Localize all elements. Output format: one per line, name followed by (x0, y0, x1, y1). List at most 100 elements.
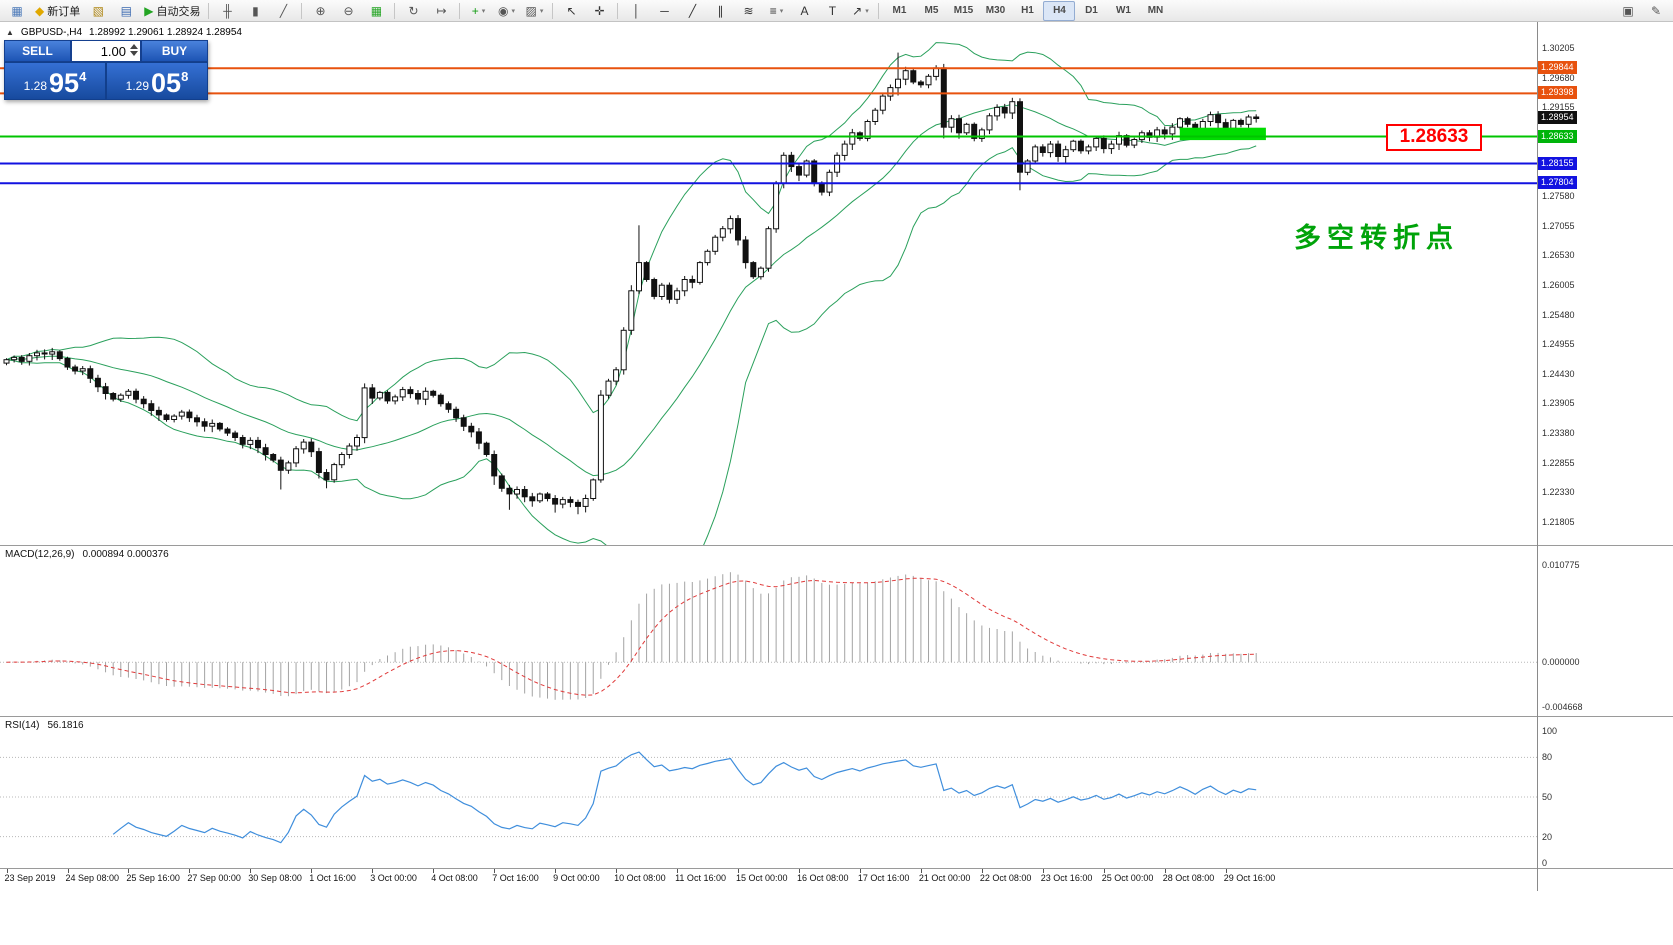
volume-up-icon[interactable] (130, 44, 138, 49)
rsi-pane[interactable] (0, 717, 1673, 868)
autotrading-icon: ▶ (144, 3, 154, 18)
chart-header: ▲ GBPUSD-,H4 1.28992 1.29061 1.28924 1.2… (6, 27, 242, 38)
zoom-out-icon: ⊖ (343, 3, 354, 18)
new-chart-button[interactable]: ▦ (3, 1, 31, 21)
macd-title: MACD(12,26,9) (5, 549, 75, 560)
toolbar-separator (394, 2, 396, 19)
timeframe-h1-button-label: H1 (1021, 5, 1034, 16)
arrows-button[interactable]: ↗ ▾ (846, 1, 874, 21)
timeframe-w1-button[interactable]: W1 (1107, 1, 1139, 21)
main-chart-pane[interactable] (0, 22, 1673, 609)
indicators-button[interactable]: + ▾ (464, 1, 492, 21)
one-click-collapse-icon[interactable]: ▲ (6, 28, 14, 37)
volume-value: 1.00 (100, 43, 126, 59)
text-button[interactable]: A (790, 1, 818, 21)
timeframe-h1-button[interactable]: H1 (1011, 1, 1043, 21)
tile-windows-icon: ▦ (370, 3, 383, 18)
rsi-title: RSI(14) (5, 720, 40, 731)
fibonacci-button[interactable]: ≋ (734, 1, 762, 21)
timeframe-w1-button-label: W1 (1115, 5, 1131, 16)
chevron-down-icon: ▾ (865, 7, 869, 15)
timeframe-m30-button[interactable]: M30 (979, 1, 1011, 21)
auto-scroll-button[interactable]: ↻ (399, 1, 427, 21)
one-click-trading-panel: SELL 1.00 BUY 1.28 95 4 1.29 05 8 (4, 40, 208, 100)
timeframe-m5-button[interactable]: M5 (915, 1, 947, 21)
chart-window-icon: ▣ (1622, 3, 1634, 18)
pane-separator[interactable] (0, 545, 1673, 546)
buy-button[interactable]: BUY (141, 40, 208, 62)
timeframe-mn-button[interactable]: MN (1139, 1, 1171, 21)
horizontal-line-icon: ─ (660, 3, 669, 18)
pane-separator[interactable] (0, 716, 1673, 717)
periods-icon: ◉ (497, 3, 509, 18)
chart-profiles-button[interactable]: ▧ (84, 1, 112, 21)
line-chart-button[interactable]: ╱ (269, 1, 297, 21)
rsi-canvas (0, 751, 1537, 844)
trendline-button[interactable]: ╱ (678, 1, 706, 21)
buy-price-button[interactable]: 1.29 05 8 (106, 62, 208, 100)
timeframe-d1-button[interactable]: D1 (1075, 1, 1107, 21)
chart-shift-button[interactable]: ↦ (427, 1, 455, 21)
chevron-down-icon: ▾ (511, 7, 515, 15)
price-axis[interactable] (1537, 22, 1673, 868)
shapes-button[interactable]: ≡ ▾ (762, 1, 790, 21)
horizontal-line-button[interactable]: ─ (650, 1, 678, 21)
trendline-icon: ╱ (688, 3, 697, 18)
autotrading-button[interactable]: ▶ 自动交易 (140, 1, 204, 21)
zoom-in-button[interactable]: ⊕ (306, 1, 334, 21)
periods-button[interactable]: ◉ ▾ (492, 1, 520, 21)
line-chart-icon: ╱ (279, 3, 288, 18)
price-axis-border (1537, 22, 1538, 891)
new-order-icon: ◆ (35, 3, 45, 18)
toolbar: ▦ ◆ 新订单 ▧ ▤ ▶ 自动交易 ╫ ▮ ╱ ⊕ ⊖ ▦ ↻ ↦ + ▾ ◉ ▾ ▨ ▾ ↖ ✛ │ ─ ╱ ∥ ≋ ≡ ▾ A T ↗ ▾ M… (0, 0, 1673, 22)
volume-down-icon[interactable] (130, 51, 138, 56)
toolbar-right: ▣ ✎ (1614, 1, 1670, 21)
price-level-label: 1.28633 (1386, 123, 1482, 151)
time-axis[interactable] (0, 869, 1537, 891)
symbol-title: GBPUSD-,H4 (20, 27, 83, 38)
timeframe-mn-button-label: MN (1147, 5, 1164, 16)
arrows-icon: ↗ (852, 3, 863, 18)
fibonacci-icon: ≋ (743, 3, 754, 18)
quick-edit-icon: ✎ (1650, 3, 1662, 18)
vertical-line-icon: │ (632, 3, 641, 18)
new-order-button-label: 新订单 (47, 5, 81, 18)
market-watch-button[interactable]: ▤ (112, 1, 140, 21)
new-order-button[interactable]: ◆ 新订单 (31, 1, 84, 21)
candlestick-chart-button[interactable]: ▮ (241, 1, 269, 21)
sell-price-pip: 4 (79, 69, 87, 84)
crosshair-icon: ✛ (594, 3, 605, 18)
chevron-down-icon: ▾ (779, 7, 784, 15)
bar-chart-button[interactable]: ╫ (213, 1, 241, 21)
buy-price-pip: 8 (181, 69, 189, 84)
text-label-icon: T (828, 3, 837, 18)
quick-edit-button[interactable]: ✎ (1642, 1, 1670, 21)
timeframe-m30-button-label: M30 (985, 5, 1006, 16)
sell-button[interactable]: SELL (4, 40, 71, 62)
volume-field[interactable]: 1.00 (71, 40, 141, 62)
rsi-header: RSI(14) 56.1816 (5, 720, 84, 731)
timeframe-m1-button[interactable]: M1 (883, 1, 915, 21)
timeframe-h4-button[interactable]: H4 (1043, 0, 1076, 21)
chart-shift-icon: ↦ (436, 3, 447, 18)
templates-button[interactable]: ▨ ▾ (520, 1, 548, 21)
tile-windows-button[interactable]: ▦ (362, 1, 390, 21)
macd-pane[interactable] (0, 546, 1673, 716)
chevron-down-icon: ▾ (481, 7, 486, 15)
timeframe-m15-button[interactable]: M15 (947, 1, 979, 21)
cursor-button[interactable]: ↖ (557, 1, 585, 21)
crosshair-button[interactable]: ✛ (585, 1, 613, 21)
zoom-out-button[interactable]: ⊖ (334, 1, 362, 21)
toolbar-separator (552, 2, 554, 19)
sell-price-button[interactable]: 1.28 95 4 (4, 62, 106, 100)
equidistant-channel-button[interactable]: ∥ (706, 1, 734, 21)
equidistant-channel-icon: ∥ (717, 3, 724, 18)
shapes-icon: ≡ (769, 3, 777, 18)
text-label-button[interactable]: T (818, 1, 846, 21)
chart-window-button[interactable]: ▣ (1614, 1, 1642, 21)
sell-price-prefix: 1.28 (23, 79, 48, 93)
macd-header: MACD(12,26,9) 0.000894 0.000376 (5, 549, 169, 560)
vertical-line-button[interactable]: │ (622, 1, 650, 21)
toolbar-separator (878, 2, 880, 19)
